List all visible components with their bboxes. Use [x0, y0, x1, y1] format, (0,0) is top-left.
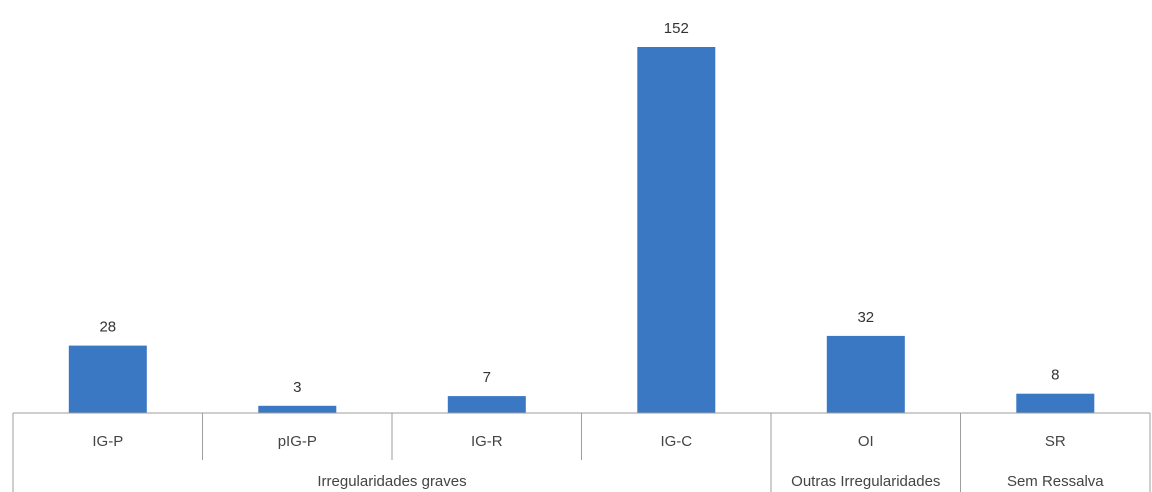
value-label-ig-p: 28 [99, 319, 116, 336]
tick-label-sr: SR [1045, 433, 1066, 450]
bar-oi [826, 335, 905, 413]
value-label-ig-c: 152 [664, 20, 689, 37]
group-label-1: Outras Irregularidades [791, 473, 940, 490]
bar-pig-p [258, 405, 337, 413]
group-label-0: Irregularidades graves [317, 473, 466, 490]
value-label-sr: 8 [1051, 367, 1059, 384]
value-labels-layer: 28 3 7 152 32 8 [99, 20, 1059, 396]
group-label-2: Sem Ressalva [1007, 473, 1104, 490]
bars-layer [68, 47, 1095, 413]
category-axis: IG-P pIG-P IG-R IG-C OI SR Irregularidades gra… [12, 412, 1151, 492]
tick-label-ig-r: IG-R [471, 433, 503, 450]
bar-ig-r [447, 396, 526, 413]
tick-label-pig-p: pIG-P [278, 433, 317, 450]
bar-ig-p [68, 345, 147, 413]
value-label-pig-p: 3 [293, 379, 301, 396]
value-label-ig-r: 7 [483, 369, 491, 386]
tick-label-oi: OI [858, 433, 874, 450]
bar-ig-c [637, 47, 716, 413]
bar-sr [1016, 393, 1095, 413]
value-label-oi: 32 [857, 309, 874, 326]
tick-label-ig-c: IG-C [660, 433, 692, 450]
tick-label-ig-p: IG-P [92, 433, 123, 450]
